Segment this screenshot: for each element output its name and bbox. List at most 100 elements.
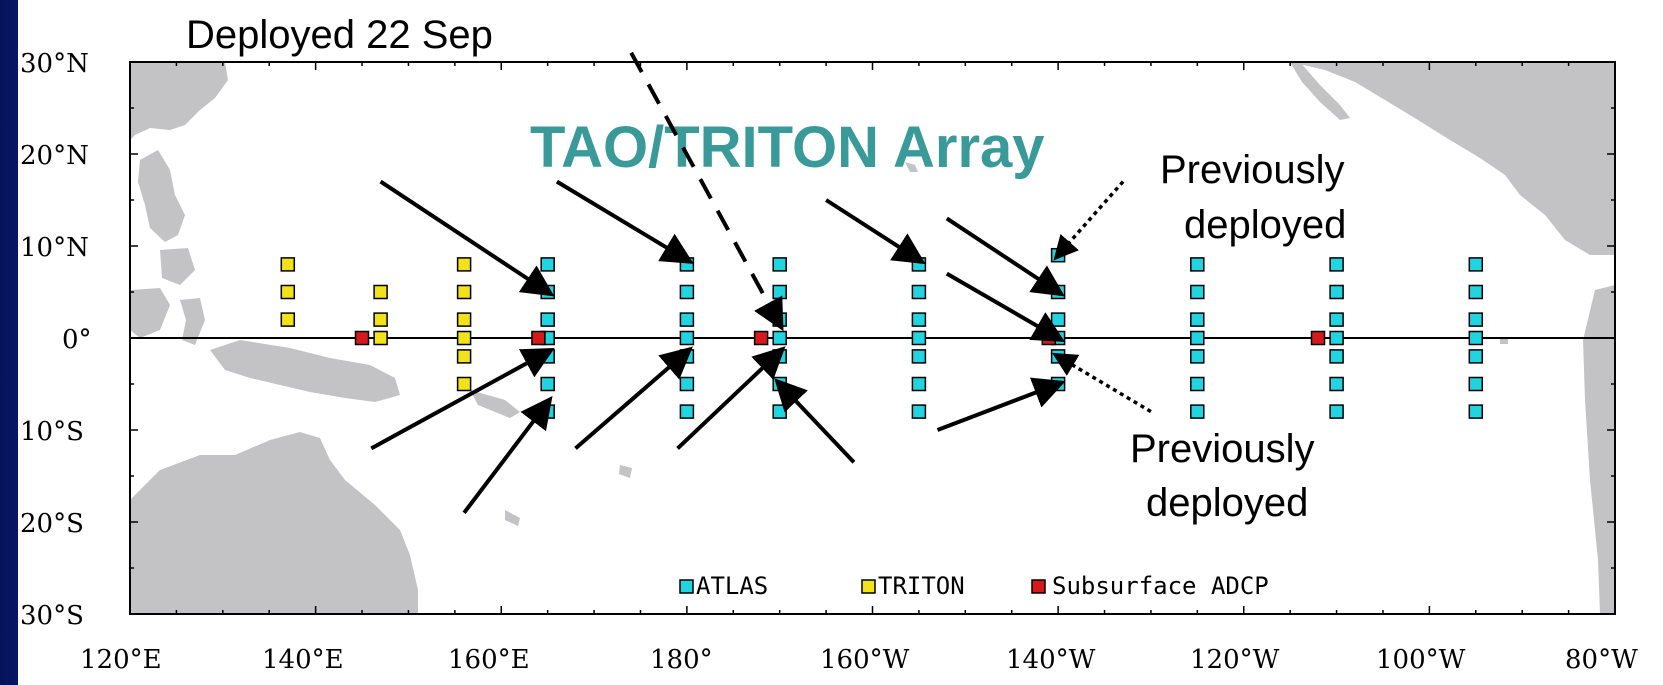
land-hawaii: [905, 162, 918, 172]
adcp-mooring: [531, 330, 546, 346]
land-philippines: [138, 150, 185, 242]
land-solomons: [470, 390, 520, 418]
land-new-guinea: [210, 340, 400, 402]
atlas-mooring: [540, 376, 555, 392]
triton-mooring: [456, 312, 472, 327]
triton-mooring: [373, 284, 388, 300]
atlas-mooring: [679, 284, 695, 300]
adcp-mooring: [1310, 330, 1326, 346]
atlas-mooring: [1329, 312, 1344, 327]
y-axis-labels: 30°N 20°N 10°N 0° 10°S 20°S 30°S: [20, 49, 92, 631]
x-tick-label: 120°W: [1190, 645, 1280, 675]
y-tick-label: 30°N: [20, 49, 89, 79]
pointer-arrow: [825, 198, 926, 265]
triton-mooring: [456, 284, 472, 300]
atlas-mooring: [1329, 284, 1344, 300]
pointer-arrow: [462, 396, 553, 515]
atlas-mooring: [772, 284, 787, 300]
atlas-mooring: [1190, 349, 1205, 364]
atlas-mooring: [1468, 349, 1484, 364]
y-tick-label: 30°S: [20, 601, 84, 631]
x-tick-label: 180°: [650, 645, 713, 675]
legend-atlas-label: ATLAS: [696, 572, 768, 600]
land-borneo: [130, 288, 170, 338]
triton-mooring: [456, 330, 472, 346]
y-tick-label: 20°S: [20, 509, 84, 539]
triton-mooring: [456, 257, 472, 272]
atlas-mooring: [772, 404, 787, 419]
previously-deployed-top-line1: Previously: [1160, 148, 1345, 192]
deployed-dashed-arrow: [629, 51, 784, 332]
tick-marks: [129, 61, 1616, 615]
land-new-caledonia: [505, 510, 520, 526]
atlas-mooring: [911, 284, 927, 300]
atlas-mooring: [1468, 330, 1484, 346]
land-galapagos: [1500, 338, 1508, 344]
x-tick-label: 140°W: [1006, 645, 1096, 675]
x-axis-labels: 120°E 140°E 160°E 180° 160°W 140°W 120°W…: [80, 645, 1638, 675]
triton-mooring: [280, 312, 296, 327]
x-tick-label: 160°E: [448, 645, 530, 675]
atlas-mooring: [679, 312, 695, 327]
land-asia: [130, 62, 228, 140]
atlas-mooring: [911, 330, 927, 346]
atlas-mooring: [1190, 257, 1205, 272]
atlas-mooring: [1190, 312, 1205, 327]
atlas-mooring: [679, 330, 695, 346]
legend-triton-label: TRITON: [878, 572, 965, 600]
atlas-mooring: [679, 257, 695, 272]
arrows: [370, 51, 1152, 515]
y-tick-label: 0°: [62, 325, 92, 355]
atlas-mooring: [1468, 312, 1484, 327]
previously-deployed-bottom-line1: Previously: [1130, 427, 1315, 471]
legend-triton-swatch: [861, 579, 876, 594]
atlas-mooring: [1190, 330, 1205, 346]
atlas-mooring: [772, 330, 787, 346]
atlas-mooring: [540, 257, 555, 272]
pointer-arrow: [945, 216, 1065, 297]
pointer-arrow: [370, 347, 555, 451]
pointer-arrow: [676, 346, 786, 450]
atlas-mooring: [1190, 404, 1205, 419]
legend-adcp-label: Subsurface ADCP: [1052, 572, 1269, 600]
previously-deployed-top-line2: deployed: [1184, 203, 1346, 247]
x-tick-label: 100°W: [1376, 645, 1466, 675]
land-mindanao: [160, 248, 195, 285]
y-tick-label: 10°N: [20, 233, 89, 263]
pointer-arrow: [936, 377, 1066, 432]
triton-mooring: [456, 376, 472, 392]
atlas-mooring: [679, 376, 695, 392]
atlas-mooring: [1468, 284, 1484, 300]
land-fiji: [619, 465, 632, 478]
atlas-mooring: [1050, 312, 1066, 327]
pointer-arrow: [774, 378, 856, 464]
pointer-arrow: [945, 271, 1066, 343]
atlas-mooring: [911, 404, 927, 419]
atlas-mooring: [1468, 404, 1484, 419]
atlas-mooring: [1329, 257, 1344, 272]
previously-deployed-dotted-arrow: [1052, 352, 1152, 414]
atlas-mooring: [540, 312, 555, 327]
land-masses: [130, 62, 1615, 614]
land-sulawesi: [180, 298, 205, 345]
atlas-mooring: [1190, 284, 1205, 300]
pointer-arrow: [574, 346, 693, 450]
atlas-mooring: [1329, 349, 1344, 364]
x-tick-label: 120°E: [80, 645, 162, 675]
x-tick-label: 160°W: [820, 645, 910, 675]
atlas-mooring: [1190, 376, 1205, 392]
atlas-mooring: [1468, 376, 1484, 392]
atlas-mooring: [911, 376, 927, 392]
atlas-mooring: [1329, 376, 1344, 392]
atlas-mooring: [772, 257, 787, 272]
x-tick-label: 140°E: [262, 645, 344, 675]
map-title: TAO/TRITON Array: [530, 115, 1045, 180]
deployed-annotation: Deployed 22 Sep: [186, 13, 493, 57]
y-tick-label: 10°S: [20, 417, 84, 447]
atlas-mooring: [911, 312, 927, 327]
atlas-mooring: [1329, 404, 1344, 419]
land-baja: [1290, 62, 1350, 120]
atlas-mooring: [1329, 330, 1344, 346]
previously-deployed-bottom-line2: deployed: [1146, 481, 1308, 525]
